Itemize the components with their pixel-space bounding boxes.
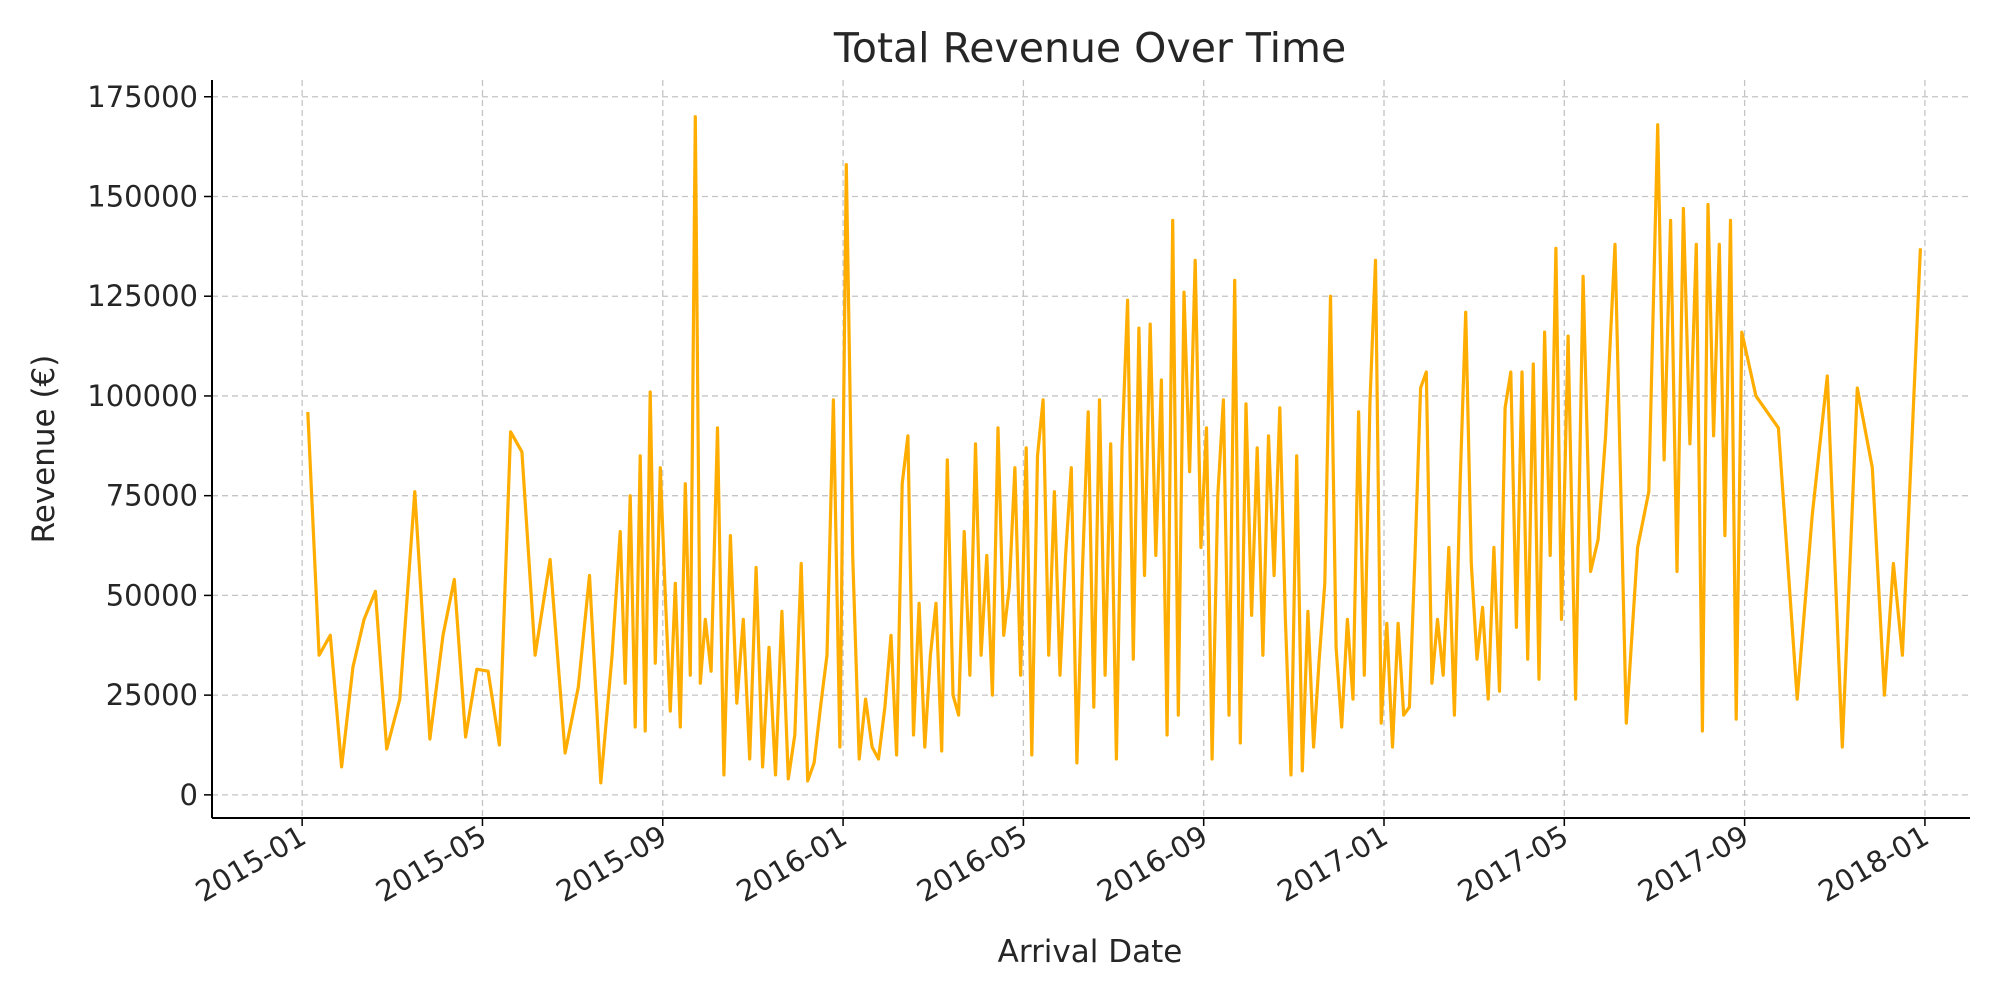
- x-tick-label: 2016-05: [911, 819, 1033, 909]
- y-axis-label: Revenue (€): [26, 355, 62, 544]
- revenue-line: [306, 115, 1922, 785]
- x-tick-label: 2016-01: [731, 819, 853, 909]
- y-tick-label: 75000: [106, 479, 198, 513]
- x-tick-label: 2015-01: [190, 819, 312, 909]
- y-tick-label: 25000: [106, 678, 198, 712]
- x-tick-label: 2017-05: [1452, 819, 1574, 909]
- x-tick-label: 2017-09: [1632, 819, 1754, 909]
- x-tick-label: 2018-01: [1812, 819, 1934, 909]
- chart-title: Total Revenue Over Time: [833, 24, 1346, 72]
- y-tick-label: 100000: [87, 379, 198, 413]
- y-tick-label: 150000: [87, 179, 198, 213]
- x-tick-label: 2017-01: [1272, 819, 1394, 909]
- y-tick-label: 125000: [87, 279, 198, 313]
- x-tick-label: 2015-05: [370, 819, 492, 909]
- y-tick-label: 175000: [87, 80, 198, 114]
- x-tick-label: 2016-09: [1091, 819, 1213, 909]
- y-tick-label: 0: [180, 778, 198, 812]
- x-axis-label: Arrival Date: [998, 934, 1183, 970]
- y-tick-label: 50000: [106, 578, 198, 612]
- x-tick-label: 2015-09: [550, 819, 672, 909]
